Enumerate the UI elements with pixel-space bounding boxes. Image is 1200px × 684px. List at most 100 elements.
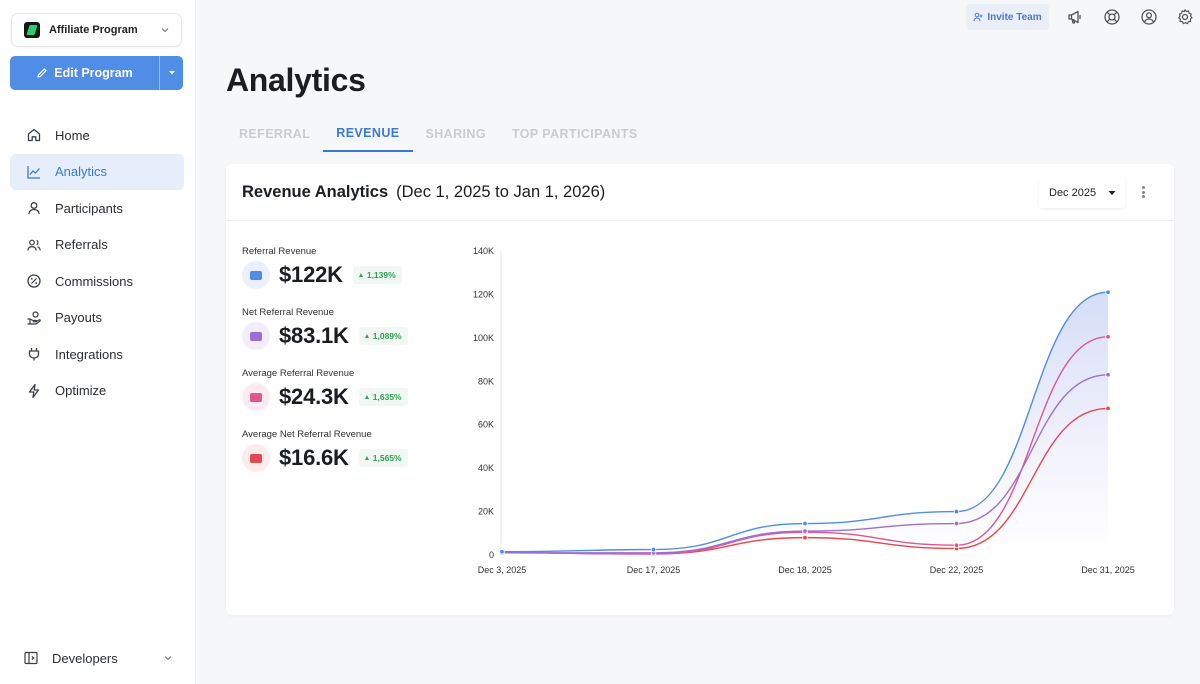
sidebar-item-label: Developers	[52, 650, 118, 666]
edit-program-button[interactable]: Edit Program	[10, 56, 159, 90]
x-tick-label: Dec 31, 2025	[1081, 565, 1135, 575]
series-area	[502, 292, 1108, 555]
metric-label: Net Referral Revenue	[242, 307, 334, 318]
invite-team-label: Invite Team	[987, 11, 1042, 23]
lifebuoy-icon[interactable]	[1103, 8, 1121, 26]
metric-value: $24.3K	[279, 384, 349, 409]
edit-program-label: Edit Program	[54, 66, 133, 80]
tab-top-participants[interactable]: TOP PARTICIPANTS	[511, 127, 638, 141]
metric-block: Referral Revenue $122K 1,139%	[242, 246, 442, 307]
sidebar-item-integrations[interactable]: Integrations	[10, 336, 184, 372]
data-point[interactable]	[802, 534, 808, 541]
metric-label: Referral Revenue	[242, 246, 317, 257]
metric-row: $16.6K 1,565%	[242, 444, 442, 472]
data-point[interactable]	[1105, 334, 1111, 340]
gear-icon[interactable]	[1176, 8, 1194, 26]
sidebar-item-commissions[interactable]: Commissions	[10, 263, 184, 299]
sidebar-item-participants[interactable]: Participants	[10, 190, 184, 226]
data-point[interactable]	[802, 520, 808, 527]
plug-icon	[28, 348, 40, 361]
data-point[interactable]	[1105, 405, 1111, 412]
data-point[interactable]	[1105, 372, 1111, 378]
metric-value: $83.1K	[279, 323, 349, 348]
metric-row: $24.3K 1,635%	[242, 383, 442, 411]
edit-program-dropdown[interactable]	[159, 56, 183, 90]
month-select[interactable]: Dec 2025	[1039, 178, 1125, 208]
metric-label: Average Referral Revenue	[242, 368, 355, 379]
wallet-icon	[242, 322, 270, 350]
data-point[interactable]	[499, 549, 505, 555]
code-panel-icon	[24, 651, 38, 665]
invite-team-button[interactable]: Invite Team	[966, 4, 1049, 30]
month-select-value: Dec 2025	[1049, 187, 1097, 199]
user-plus-icon	[973, 12, 983, 22]
data-point[interactable]	[953, 520, 960, 527]
caret-down-icon	[1108, 191, 1116, 195]
y-tick-label: 140K	[473, 246, 494, 256]
metric-value: $122K	[279, 262, 343, 287]
chevron-down-icon	[159, 24, 171, 36]
program-name: Affiliate Program	[49, 24, 138, 36]
sidebar-item-label: Commissions	[55, 273, 134, 289]
data-point[interactable]	[1105, 289, 1111, 295]
metric-change-badge: 1,139%	[352, 266, 402, 284]
sidebar-item-optimize[interactable]: Optimize	[10, 373, 184, 409]
program-logo	[24, 22, 40, 38]
sidebar-item-referrals[interactable]: Referrals	[10, 227, 184, 263]
metric-label: Average Net Referral Revenue	[242, 429, 372, 440]
metric-row: $122K 1,139%	[242, 261, 442, 289]
metric-block: Net Referral Revenue $83.1K 1,089%	[242, 307, 442, 368]
sidebar-item-label: Participants	[55, 200, 123, 216]
series-line	[501, 291, 1109, 553]
sidebar: Affiliate Program Edit Program Home Anal…	[0, 0, 196, 684]
program-selector[interactable]: Affiliate Program	[11, 13, 182, 47]
x-tick-label: Dec 22, 2025	[930, 565, 984, 575]
series-line	[501, 336, 1109, 555]
card-header: Revenue Analytics (Dec 1, 2025 to Jan 1,…	[226, 164, 1174, 221]
y-tick-label: 20K	[478, 507, 494, 517]
account-icon[interactable]	[1140, 8, 1158, 26]
tab-revenue[interactable]: REVENUE	[323, 116, 413, 152]
more-options-icon[interactable]	[1138, 184, 1148, 200]
revenue-analytics-card: Revenue Analytics (Dec 1, 2025 to Jan 1,…	[226, 164, 1174, 615]
metrics-panel: Referral Revenue $122K 1,139% Net Referral …	[242, 246, 442, 490]
sidebar-item-label: Integrations	[55, 346, 123, 362]
y-tick-label: 40K	[478, 463, 494, 473]
analytics-icon	[27, 165, 40, 179]
metric-change-badge: 1,635%	[358, 388, 408, 406]
x-tick-label: Dec 3, 2025	[478, 565, 527, 575]
analytics-tabs: REFERRAL REVENUE SHARING TOP PARTICIPANT…	[226, 116, 651, 153]
sidebar-item-label: Optimize	[55, 383, 107, 398]
sidebar-item-home[interactable]: Home	[10, 117, 184, 153]
data-point[interactable]	[953, 508, 960, 515]
sidebar-item-label: Analytics	[55, 164, 108, 179]
metric-block: Average Net Referral Revenue $16.6K 1,565%	[242, 429, 442, 490]
sidebar-item-developers[interactable]: Developers	[10, 640, 184, 676]
wallet-icon	[242, 444, 270, 472]
data-point[interactable]	[953, 542, 960, 548]
metric-value: $16.6K	[279, 445, 349, 470]
sidebar-item-label: Payouts	[55, 310, 102, 325]
card-date-range: (Dec 1, 2025 to Jan 1, 2026)	[396, 182, 606, 201]
bolt-icon	[28, 383, 40, 398]
metric-change-badge: 1,089%	[358, 327, 408, 345]
caret-down-icon	[168, 71, 175, 75]
sidebar-item-label: Referrals	[55, 237, 108, 252]
sidebar-item-payouts[interactable]: Payouts	[10, 300, 184, 336]
megaphone-icon[interactable]	[1066, 8, 1084, 26]
card-title: Revenue Analytics	[242, 182, 389, 201]
data-point[interactable]	[802, 528, 808, 534]
tab-referral[interactable]: REFERRAL	[239, 127, 311, 141]
y-tick-label: 0	[489, 550, 494, 560]
tab-sharing[interactable]: SHARING	[425, 127, 486, 141]
series-line	[502, 374, 1109, 554]
wallet-icon	[242, 383, 270, 411]
wallet-icon	[242, 261, 270, 289]
sidebar-item-analytics[interactable]: Analytics	[10, 153, 184, 190]
revenue-line-chart: 0 20K 40K 60K 80K 100K 120K 140K Dec 3, 2025 Dec …	[473, 246, 1135, 575]
sidebar-nav: Home Analytics Participants Referrals Co…	[10, 117, 184, 409]
metric-row: $83.1K 1,089%	[242, 322, 442, 350]
page-title: Analytics	[226, 62, 366, 98]
data-point[interactable]	[650, 546, 657, 553]
y-tick-label: 120K	[473, 289, 494, 299]
